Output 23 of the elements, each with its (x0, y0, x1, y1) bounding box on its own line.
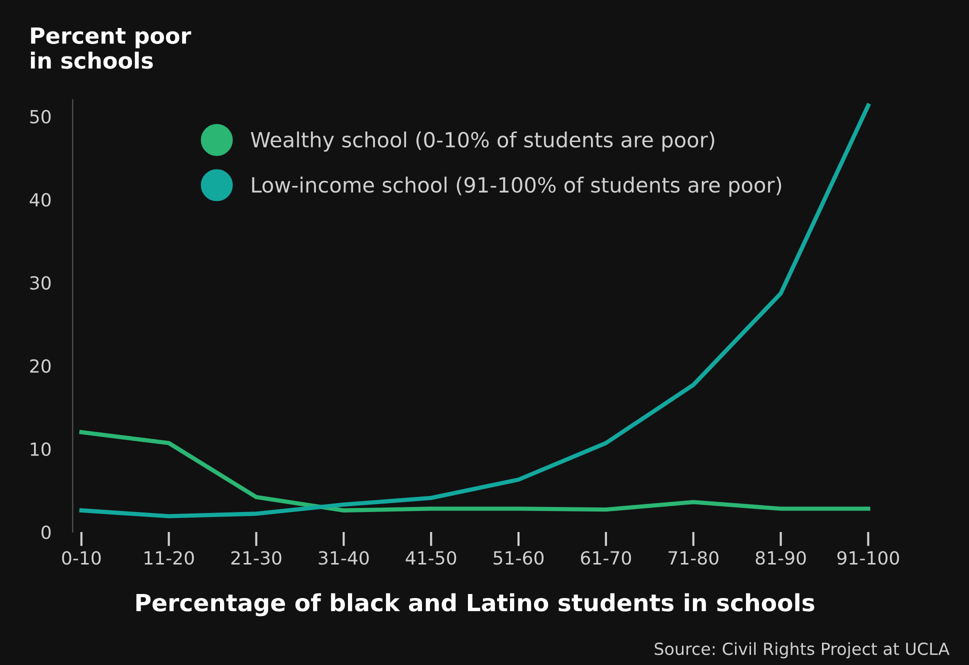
x-tick-label: 61-70 (580, 551, 631, 565)
line-series (79, 103, 870, 518)
y-tick-label: 10 (30, 442, 51, 456)
legend-label: Wealthy school (0-10% of students are poor) (250, 131, 714, 152)
source-note: Source: Civil Rights Project at UCLA (654, 642, 950, 658)
x-tick-label: 81-90 (756, 551, 806, 565)
x-axis-title: Percentage of black and Latino students in schools (136, 593, 814, 616)
x-tick-label: 41-50 (406, 551, 456, 565)
legend-label: Low-income school (91-100% of students are poor) (252, 176, 782, 197)
y-tick-label: 20 (30, 359, 51, 373)
y-tick-label: 30 (30, 276, 51, 290)
x-tick-label: 71-80 (668, 551, 718, 565)
y-tick-label: 50 (30, 110, 51, 124)
x-tick-label: 31-40 (318, 551, 369, 565)
x-tick-label: 11-20 (144, 551, 194, 565)
x-tick-label: 21-30 (231, 551, 282, 565)
line-series (79, 430, 870, 512)
y-axis-title: Percent poor in schools (30, 27, 192, 69)
x-tick-label: 0-10 (62, 551, 101, 565)
x-tick-label: 91-100 (837, 551, 899, 565)
y-tick-label: 0 (42, 525, 51, 540)
x-tick-label: 51-60 (494, 551, 544, 565)
y-tick-label: 40 (30, 192, 51, 207)
